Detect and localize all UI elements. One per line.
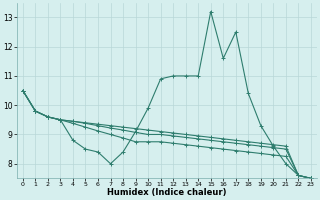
X-axis label: Humidex (Indice chaleur): Humidex (Indice chaleur) <box>107 188 227 197</box>
